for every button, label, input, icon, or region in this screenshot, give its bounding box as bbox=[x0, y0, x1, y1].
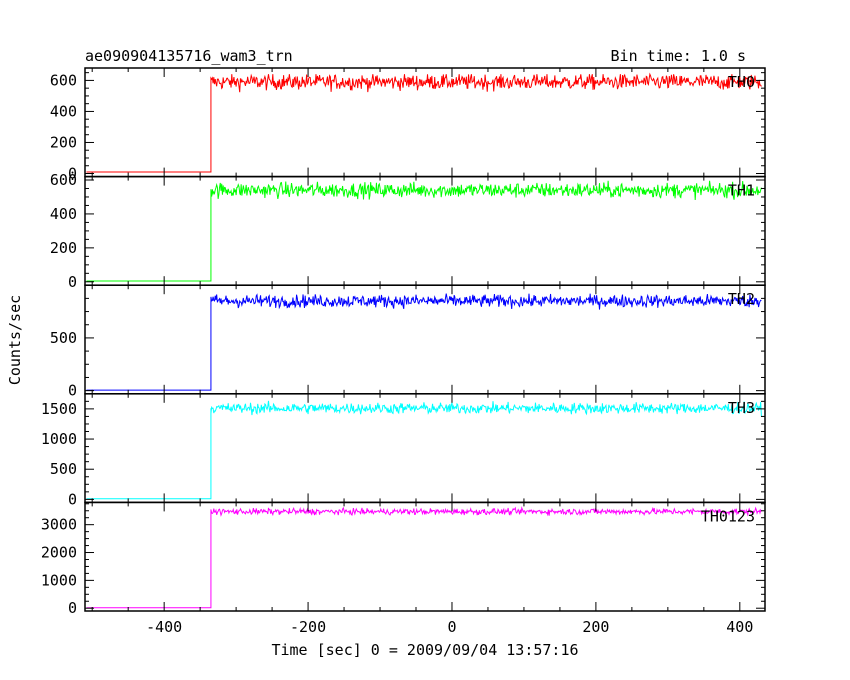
panel-th2: 0 500 TH2 bbox=[50, 284, 766, 400]
panel-th1: 0 200 400 600 TH1 bbox=[50, 171, 766, 291]
y-tick-label: 3000 bbox=[41, 516, 77, 534]
series-line-th0 bbox=[86, 72, 762, 173]
series-line-th1 bbox=[86, 180, 762, 282]
series-label-th3: TH3 bbox=[728, 399, 755, 417]
y-tick-label: 2000 bbox=[41, 544, 77, 562]
x-axis-label: Time [sec] 0 = 2009/09/04 13:57:16 bbox=[271, 641, 578, 659]
x-tick-label: 400 bbox=[726, 618, 753, 636]
x-tick-label: -400 bbox=[146, 618, 182, 636]
panel-th0123: 0 1000 2000 3000 TH0123 bbox=[41, 501, 766, 617]
series-label-th0: TH0 bbox=[728, 73, 755, 91]
series-label-th0123: TH0123 bbox=[701, 507, 755, 525]
x-tick-label: 200 bbox=[582, 618, 609, 636]
y-tick-label: 600 bbox=[50, 171, 77, 189]
y-tick-label: 1000 bbox=[41, 571, 77, 589]
series-label-th1: TH1 bbox=[728, 182, 755, 200]
chart-title: ae090904135716_wam3_trn bbox=[85, 47, 293, 65]
x-tick-label: 0 bbox=[447, 618, 456, 636]
bin-time-label: Bin time: 1.0 s bbox=[611, 47, 746, 65]
panel-frame bbox=[84, 501, 766, 612]
y-tick-label: 1500 bbox=[41, 400, 77, 418]
y-tick-label: 0 bbox=[68, 599, 77, 617]
panel-frame bbox=[84, 393, 766, 504]
y-tick-label: 200 bbox=[50, 133, 77, 151]
y-tick-label: 400 bbox=[50, 102, 77, 120]
y-tick-label: 400 bbox=[50, 205, 77, 223]
series-label-th2: TH2 bbox=[728, 290, 755, 308]
y-tick-label: 0 bbox=[68, 273, 77, 291]
y-tick-label: 500 bbox=[50, 329, 77, 347]
series-line-th0123 bbox=[86, 506, 762, 609]
y-tick-label: 0 bbox=[68, 382, 77, 400]
panel-th0: 0 200 400 600 TH0 bbox=[50, 67, 766, 182]
series-line-th2 bbox=[86, 293, 762, 391]
y-tick-label: 0 bbox=[68, 164, 77, 182]
series-line-th3 bbox=[86, 400, 762, 500]
y-tick-label: 500 bbox=[50, 460, 77, 478]
y-tick-label: 600 bbox=[50, 71, 77, 89]
panel-th3: 0 500 1000 1500 TH3 bbox=[41, 393, 766, 508]
y-tick-label: 200 bbox=[50, 239, 77, 257]
y-axis-label: Counts/sec bbox=[6, 295, 24, 385]
y-tick-label: 1000 bbox=[41, 430, 77, 448]
light-curve-panels: 0 200 400 600 TH0 0 200 400 600 TH1 0 500 TH2 0 500 100… bbox=[41, 67, 766, 636]
x-tick-label: -200 bbox=[290, 618, 326, 636]
y-tick-label: 0 bbox=[68, 490, 77, 508]
